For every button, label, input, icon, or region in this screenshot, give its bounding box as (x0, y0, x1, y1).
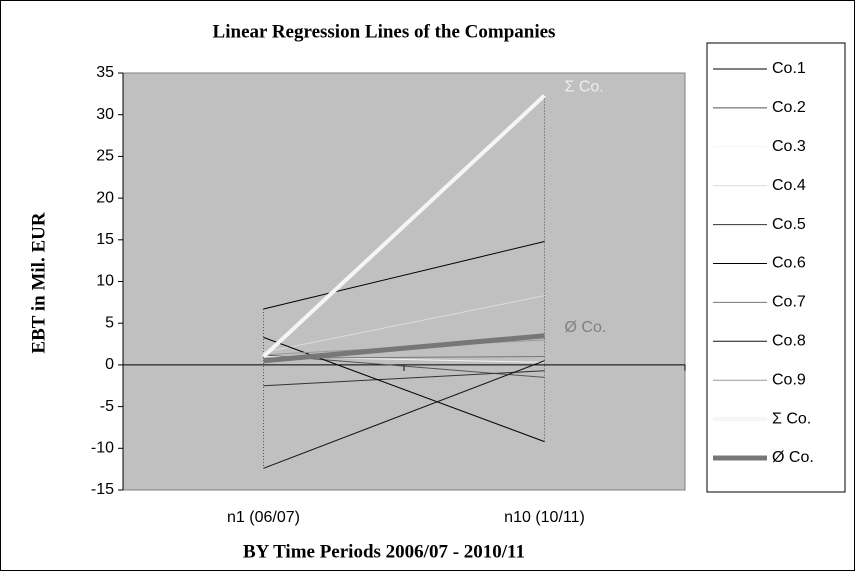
x-tick-label: n1 (06/07) (227, 509, 300, 526)
y-tick-label: 0 (105, 356, 114, 373)
y-tick-label: 30 (96, 106, 114, 123)
legend-label: Co.9 (772, 371, 806, 388)
y-tick-label: 5 (105, 314, 114, 331)
plot-area (122, 72, 686, 491)
y-tick-label: 20 (96, 189, 114, 206)
legend-label: Co.6 (772, 255, 806, 272)
y-tick-label: 35 (96, 64, 114, 81)
y-axis-label: EBT in Mil. EUR (28, 212, 49, 353)
y-tick-label: -15 (91, 481, 114, 498)
y-tick-label: 10 (96, 273, 114, 290)
series-line (263, 295, 545, 353)
x-axis-label: BY Time Periods 2006/07 - 2010/11 (243, 541, 525, 562)
legend-label: Co.8 (772, 333, 806, 350)
series-label: Σ Co. (565, 79, 604, 96)
legend-label: Co.3 (772, 138, 806, 155)
legend-label: Co.7 (772, 294, 806, 311)
series-label: Ø Co. (565, 319, 607, 336)
legend-label: Co.4 (772, 177, 806, 194)
series-line (263, 333, 545, 364)
y-tick-label: 15 (96, 231, 114, 248)
legend-label: Ø Co. (772, 449, 814, 466)
y-tick-label: 25 (96, 148, 114, 165)
series-line (262, 94, 546, 359)
series-line (263, 360, 545, 469)
y-tick-label: -5 (100, 398, 114, 415)
legend-label: Co.1 (772, 60, 806, 77)
y-tick-label: -10 (91, 440, 114, 457)
chart-title: Linear Regression Lines of the Companies (213, 21, 556, 42)
series-line (263, 370, 545, 387)
legend-label: Co.5 (772, 216, 806, 233)
legend-label: Σ Co. (772, 410, 811, 427)
legend-label: Co.2 (772, 99, 806, 116)
series-line (263, 240, 545, 310)
x-tick-label: n10 (10/11) (504, 509, 585, 526)
